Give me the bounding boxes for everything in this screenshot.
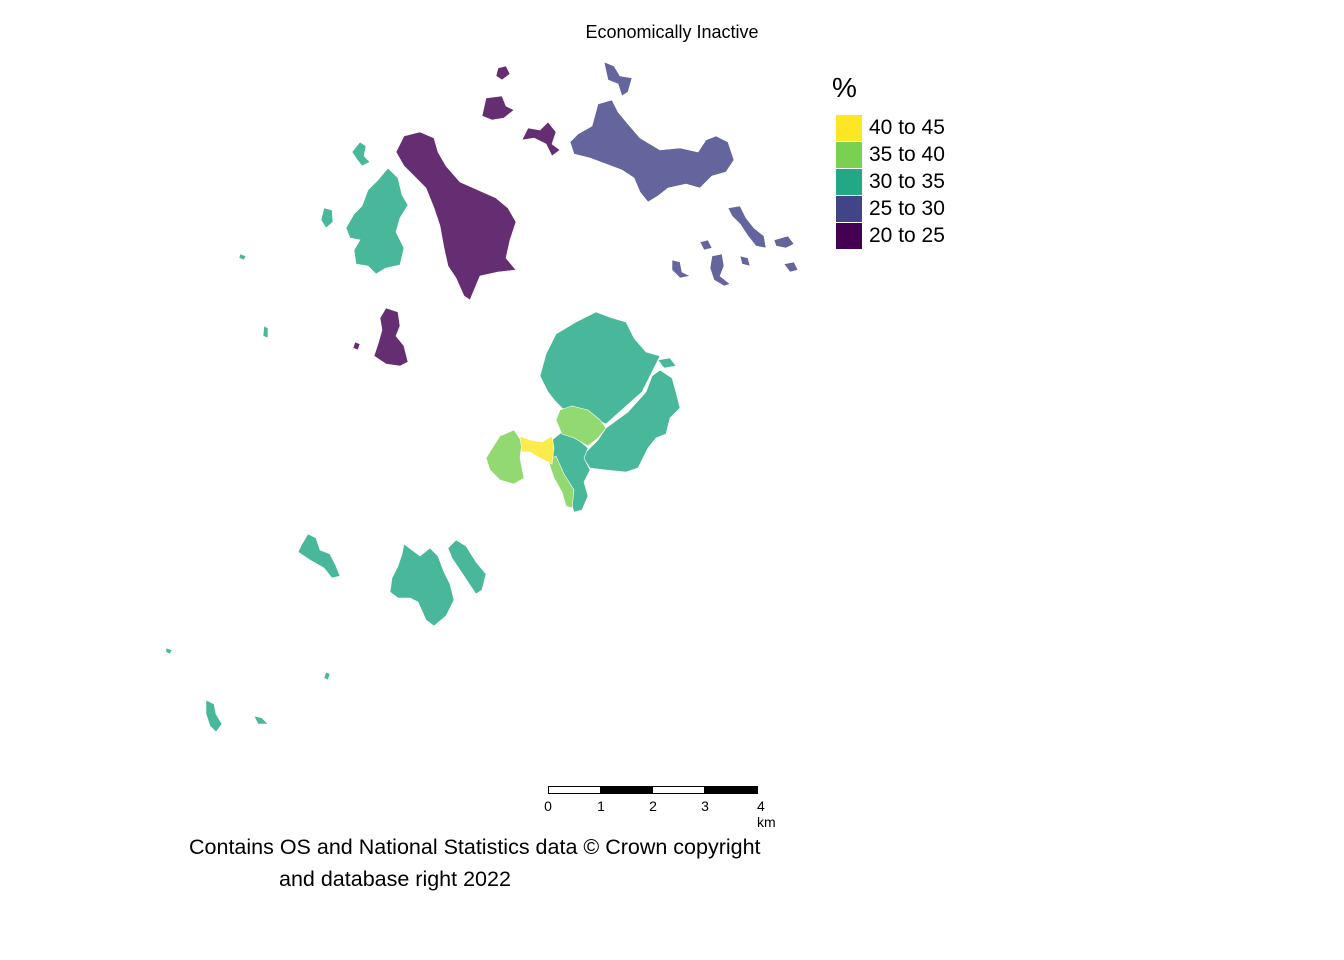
region-western-rock-5	[262, 325, 269, 339]
region-eastern-isles-2	[773, 235, 795, 249]
scale-tick-label: 3	[701, 798, 709, 814]
scale-segment	[600, 786, 653, 794]
scale-segment	[652, 786, 705, 794]
legend-swatch	[836, 195, 862, 222]
region-bryher-islet	[351, 141, 371, 167]
region-st-martins	[569, 99, 735, 203]
region-eastern-isles-6	[671, 259, 691, 279]
scale-tick-label: 4 km	[757, 798, 776, 830]
region-tresco	[395, 131, 517, 301]
region-st-agnes	[389, 543, 455, 627]
region-hugh-town	[519, 435, 555, 465]
legend-label: 20 to 25	[869, 223, 945, 247]
scale-segment	[548, 786, 601, 794]
legend-swatch	[836, 222, 862, 249]
region-western-rock-6	[238, 253, 247, 261]
region-tresco-islet	[495, 65, 511, 81]
region-western-rock-4	[165, 647, 173, 655]
region-eastern-isles-3	[709, 253, 731, 287]
region-st-martins-north	[603, 61, 633, 97]
region-western-rock-1	[205, 699, 223, 733]
legend-title: %	[832, 72, 857, 103]
legend-item: 40 to 45	[832, 114, 945, 141]
scale-tick-label: 2	[649, 798, 657, 814]
region-st-marys-centre	[555, 405, 607, 447]
region-eastern-isles-5	[699, 239, 713, 251]
legend-item: 20 to 25	[832, 222, 945, 249]
attribution: Contains OS and National Statistics data…	[189, 831, 769, 895]
legend-label: 40 to 45	[869, 115, 945, 139]
region-st-marys-east	[581, 369, 681, 473]
region-st-marys-north-islet	[657, 357, 677, 369]
region-tresco-east-islet	[521, 121, 561, 157]
legend-label: 35 to 40	[869, 142, 945, 166]
legend-item: 25 to 30	[832, 195, 945, 222]
legend-swatch	[836, 168, 862, 195]
scale-tick-label: 0	[544, 798, 552, 814]
attribution-line-2: and database right 2022	[279, 867, 511, 891]
legend-swatch	[836, 141, 862, 168]
region-annet	[297, 533, 341, 579]
region-st-marys-strip	[547, 455, 575, 509]
scale-tick-label: 1	[597, 798, 605, 814]
attribution-line-1: Contains OS and National Statistics data…	[189, 835, 761, 859]
region-eastern-isles-7	[739, 255, 751, 267]
region-western-rock-2	[253, 715, 269, 725]
legend: % 40 to 45 35 to 40 30 to 35 25 to 30 20…	[832, 72, 945, 249]
legend-label: 25 to 30	[869, 196, 945, 220]
map-title: Economically Inactive	[585, 22, 759, 42]
scale-bar: 0 1 2 3 4 km	[544, 786, 796, 830]
legend-item: 30 to 35	[832, 168, 945, 195]
region-eastern-isles-4	[783, 261, 799, 273]
region-bryher	[345, 167, 409, 275]
region-gugh	[447, 539, 487, 595]
scale-segment	[704, 786, 758, 794]
legend-swatch	[836, 114, 862, 141]
region-eastern-isles-1	[727, 205, 767, 249]
region-samson-rock	[352, 341, 361, 351]
legend-item: 35 to 40	[832, 141, 945, 168]
region-samson	[373, 307, 409, 367]
region-western-rock-3	[323, 671, 331, 681]
legend-label: 30 to 35	[869, 169, 945, 193]
region-tresco-north	[481, 95, 515, 121]
region-st-marys-garrison	[485, 429, 525, 485]
region-bryher-rock	[320, 207, 334, 229]
